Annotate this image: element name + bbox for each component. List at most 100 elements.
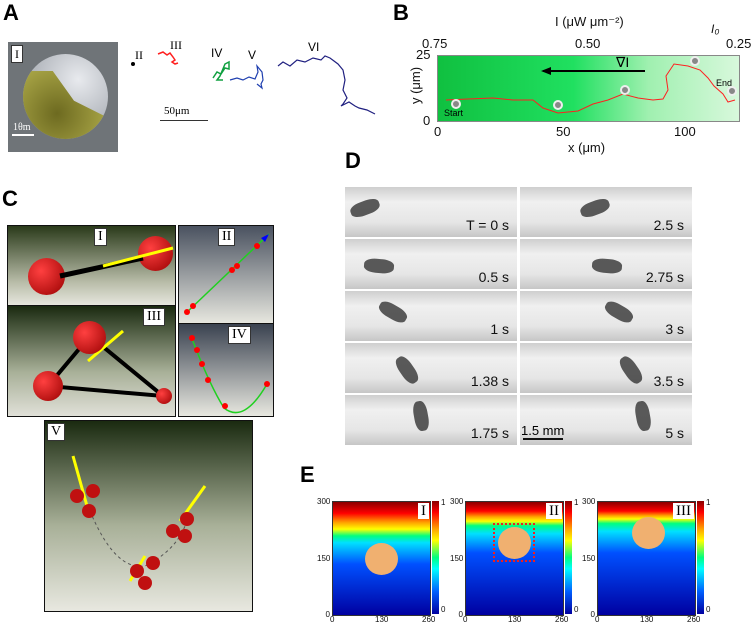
x-tick: 50 <box>556 124 571 139</box>
sem-image: I 1θm <box>8 42 118 152</box>
y-tick: 150 <box>317 554 331 563</box>
top-tick: 0.75 <box>422 36 448 51</box>
sub-label-II: II <box>135 48 143 62</box>
object-blob <box>411 400 431 432</box>
d-scale-bar-label: 1.5 mm <box>521 423 565 438</box>
top-tick: 0.25 <box>726 36 752 51</box>
colorbar-tick: 1 <box>441 498 446 507</box>
object-blob <box>616 353 646 387</box>
start-label: Start <box>444 108 464 118</box>
colorbar-tick: 0 <box>574 605 579 614</box>
sub-label-I: I <box>11 45 23 63</box>
scale-bar <box>160 120 208 121</box>
y-tick: 150 <box>450 554 464 563</box>
sub-label: II <box>546 503 562 519</box>
sub-label-III: III <box>143 308 165 326</box>
sub-label-II: II <box>218 228 236 246</box>
trajectory-III <box>157 51 179 65</box>
video-frame: 3 s <box>520 291 692 341</box>
x-tick: 130 <box>375 615 389 624</box>
y-tick: 0 <box>423 113 431 128</box>
gradient-label: ∇I <box>616 54 630 70</box>
x-tick: 0 <box>463 615 468 624</box>
time-label: 1.38 s <box>470 373 509 389</box>
object-blob <box>348 196 382 220</box>
panel-a-label: A <box>3 0 19 25</box>
x-tick: 260 <box>422 615 436 624</box>
colorbar <box>565 501 572 614</box>
concentration-map: II <box>465 501 564 616</box>
video-frame: 2.75 s <box>520 239 692 289</box>
x-tick: 260 <box>555 615 569 624</box>
video-frame: 1.75 s <box>345 395 517 445</box>
trajectory-plot: ∇I Start End <box>437 54 740 122</box>
trajectories <box>131 51 376 115</box>
time-label: 2.75 s <box>645 269 684 285</box>
object-blob <box>363 257 395 275</box>
y-tick: 0 <box>325 610 330 619</box>
x-tick: 0 <box>330 615 335 624</box>
sub-label-IV: IV <box>211 46 223 60</box>
video-frame: T = 0 s <box>345 187 517 237</box>
x-axis-label: x (μm) <box>568 140 606 155</box>
y-tick: 300 <box>317 497 331 506</box>
object-blob <box>578 196 612 220</box>
concentration-map: III <box>597 501 696 616</box>
y-tick: 300 <box>582 497 596 506</box>
video-frame: 0.5 s <box>345 239 517 289</box>
time-label: T = 0 s <box>466 217 509 233</box>
x-tick: 0 <box>595 615 600 624</box>
video-frame: 2.5 s <box>520 187 692 237</box>
video-frame: 5 s <box>520 395 692 445</box>
panel-c-label: C <box>2 186 18 211</box>
time-label: 3 s <box>665 321 684 337</box>
colorbar <box>432 501 439 614</box>
object-shape <box>365 543 398 575</box>
sub-label: I <box>418 503 429 519</box>
trajectory-V <box>229 63 264 90</box>
panel-c-II: II <box>178 225 274 325</box>
sub-label-III: III <box>170 38 182 52</box>
trajectory-II <box>131 62 135 66</box>
sub-label-IV: IV <box>228 326 251 344</box>
scale-bar-label: 50μm <box>164 105 190 117</box>
object-blob <box>591 257 623 275</box>
y-axis-label: y (μm) <box>408 66 424 105</box>
object-blob <box>602 298 636 326</box>
dotted-box <box>493 523 535 562</box>
panel-e-label: E <box>300 462 315 487</box>
sub-label-VI: VI <box>308 40 320 54</box>
time-label: 1 s <box>490 321 509 337</box>
time-label: 3.5 s <box>653 373 684 389</box>
object-blob <box>376 298 410 326</box>
trajectory-path <box>445 63 736 114</box>
sub-label-V: V <box>47 423 66 441</box>
panel-b-label: B <box>393 0 409 25</box>
y-tick: 150 <box>582 554 596 563</box>
panel-c-I: I <box>7 225 176 307</box>
time-label: 0.5 s <box>478 269 509 285</box>
x-tick: 130 <box>640 615 654 624</box>
top-axis-label: I (μW μm⁻²) <box>555 14 624 29</box>
sub-label-I: I <box>94 228 107 246</box>
colorbar-tick: 1 <box>706 498 711 507</box>
y-tick: 0 <box>590 610 595 619</box>
object-blob <box>392 353 422 387</box>
trajectory-VI <box>277 55 376 115</box>
x-tick: 130 <box>508 615 522 624</box>
object-blob <box>633 400 653 432</box>
object-shape <box>498 527 531 559</box>
video-frame: 1 s <box>345 291 517 341</box>
panel-c-IV: IV <box>178 323 274 417</box>
concentration-map: I <box>332 501 431 616</box>
top-tick: 0.50 <box>575 36 601 51</box>
x-tick: 260 <box>687 615 701 624</box>
panel-d-label: D <box>345 148 361 173</box>
d-scale-bar <box>523 438 563 440</box>
sem-scale-label: 1θm <box>13 122 31 133</box>
panel-c-III: III <box>7 305 176 417</box>
time-label: 5 s <box>665 425 684 441</box>
time-label: 1.75 s <box>470 425 509 441</box>
colorbar-tick: 0 <box>441 605 446 614</box>
colorbar-tick: 0 <box>706 605 711 614</box>
